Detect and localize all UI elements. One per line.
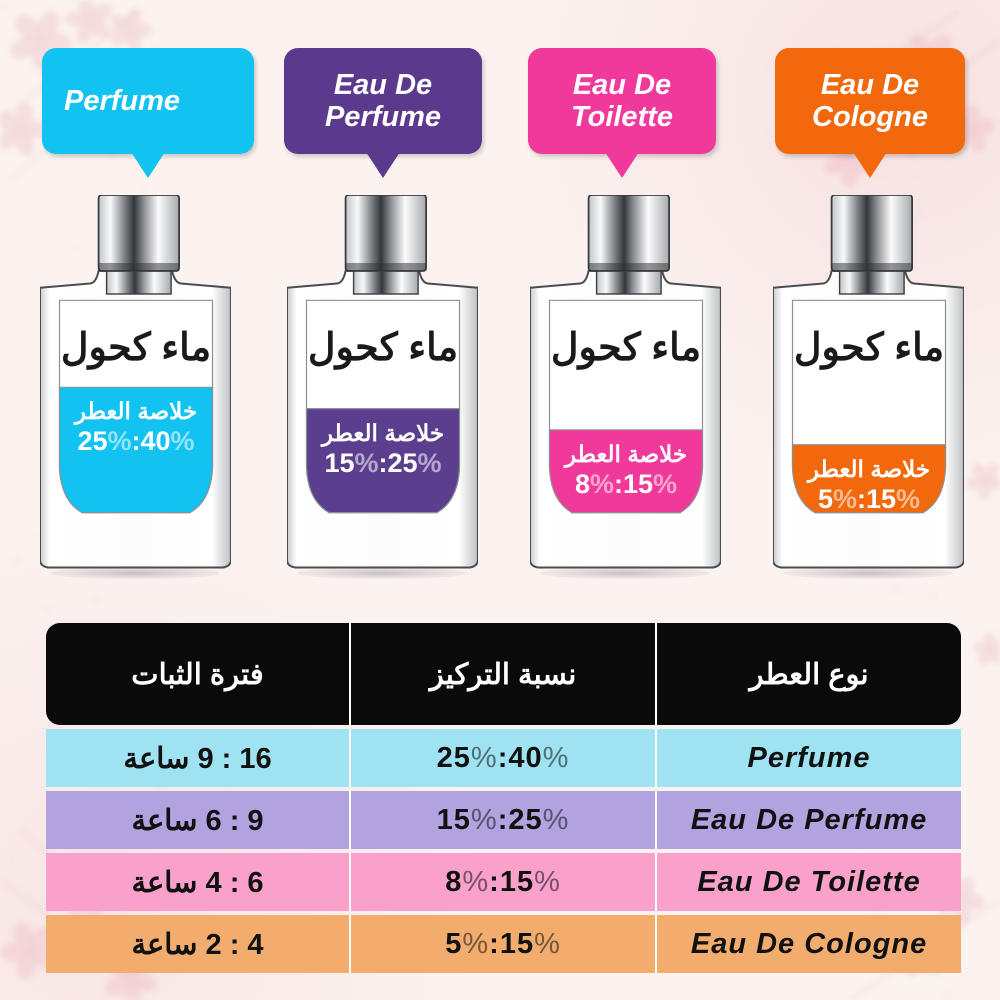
svg-text:ماء كحول: ماء كحول [61,327,211,370]
svg-text:ماء كحول: ماء كحول [794,327,944,370]
svg-text:خلاصة العطر: خلاصة العطر [562,441,686,469]
svg-text:خلاصة العطر: خلاصة العطر [806,456,930,484]
svg-text:5%:15%: 5%:15% [818,484,920,514]
svg-text:15%:25%: 15%:25% [325,448,442,478]
svg-text:خلاصة العطر: خلاصة العطر [320,420,444,448]
svg-text:ماء كحول: ماء كحول [308,327,458,370]
svg-text:8%:15%: 8%:15% [575,469,677,499]
svg-text:25%:40%: 25%:40% [78,426,195,456]
svg-text:خلاصة العطر: خلاصة العطر [73,398,197,426]
svg-text:ماء كحول: ماء كحول [550,327,700,370]
